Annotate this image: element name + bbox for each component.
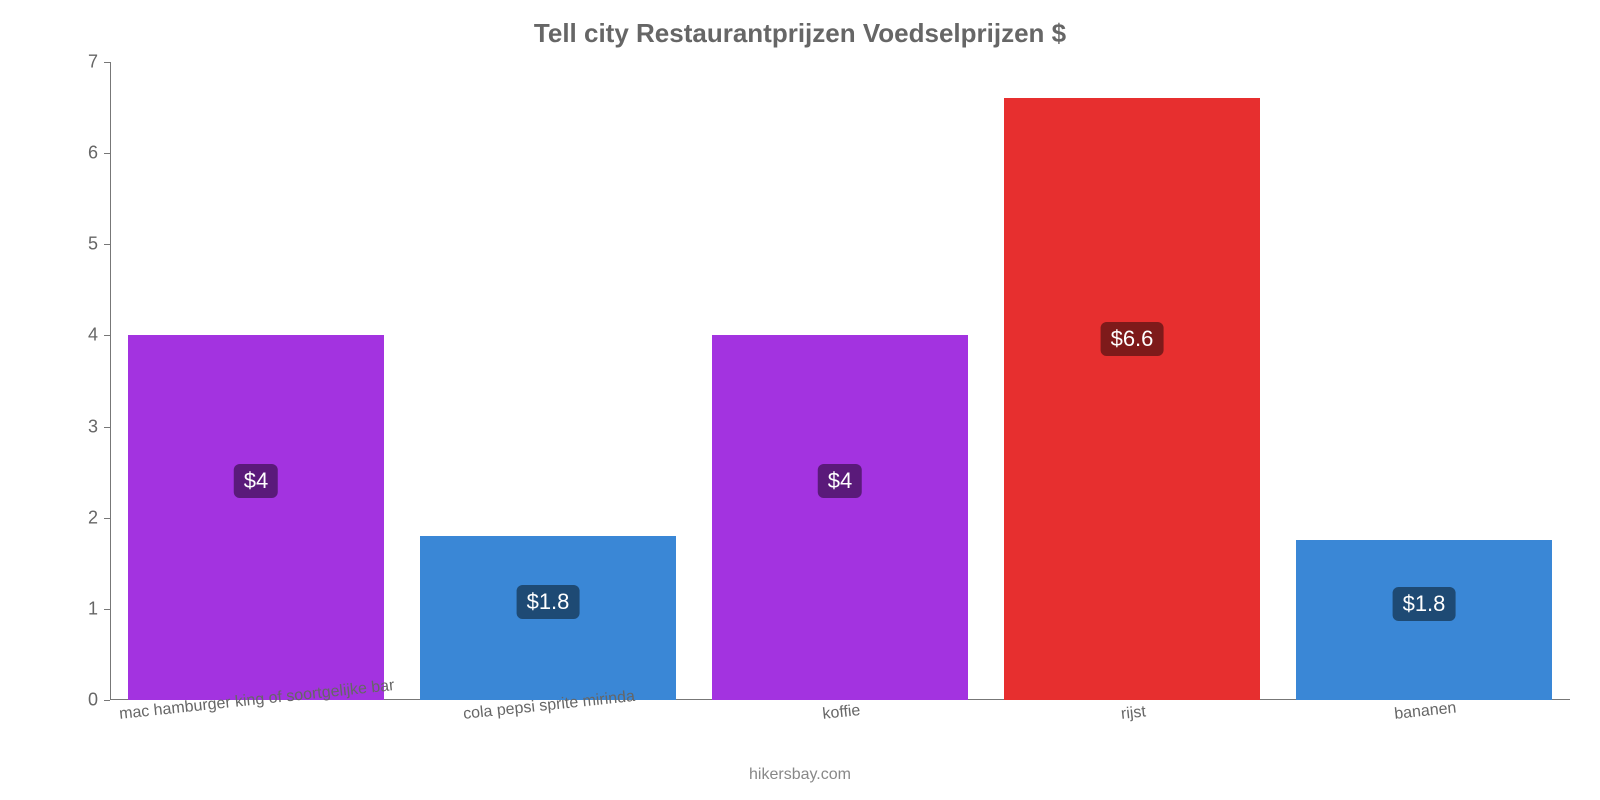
y-axis-line (110, 62, 111, 700)
bar-value-label: $4 (818, 464, 862, 498)
y-tick-label: 5 (88, 234, 110, 255)
y-tick-label: 0 (88, 690, 110, 711)
chart-title: Tell city Restaurantprijzen Voedselprijz… (0, 18, 1600, 49)
y-tick-label: 7 (88, 52, 110, 73)
bar (712, 335, 969, 700)
x-tick-label: koffie (821, 696, 861, 724)
bar (1004, 98, 1261, 700)
y-tick-label: 4 (88, 325, 110, 346)
y-tick-label: 3 (88, 416, 110, 437)
bar-value-label: $1.8 (517, 585, 580, 619)
y-tick-label: 1 (88, 598, 110, 619)
price-chart: Tell city Restaurantprijzen Voedselprijz… (0, 0, 1600, 800)
bar-value-label: $6.6 (1101, 322, 1164, 356)
bar (128, 335, 385, 700)
attribution-text: hikersbay.com (0, 766, 1600, 784)
bar-value-label: $1.8 (1393, 587, 1456, 621)
x-tick-label: bananen (1393, 693, 1457, 723)
y-tick-label: 2 (88, 507, 110, 528)
plot-area: 01234567$4mac hamburger king of soortgel… (110, 62, 1570, 700)
bar-value-label: $4 (234, 464, 278, 498)
y-tick-label: 6 (88, 143, 110, 164)
x-tick-label: rijst (1120, 697, 1147, 723)
